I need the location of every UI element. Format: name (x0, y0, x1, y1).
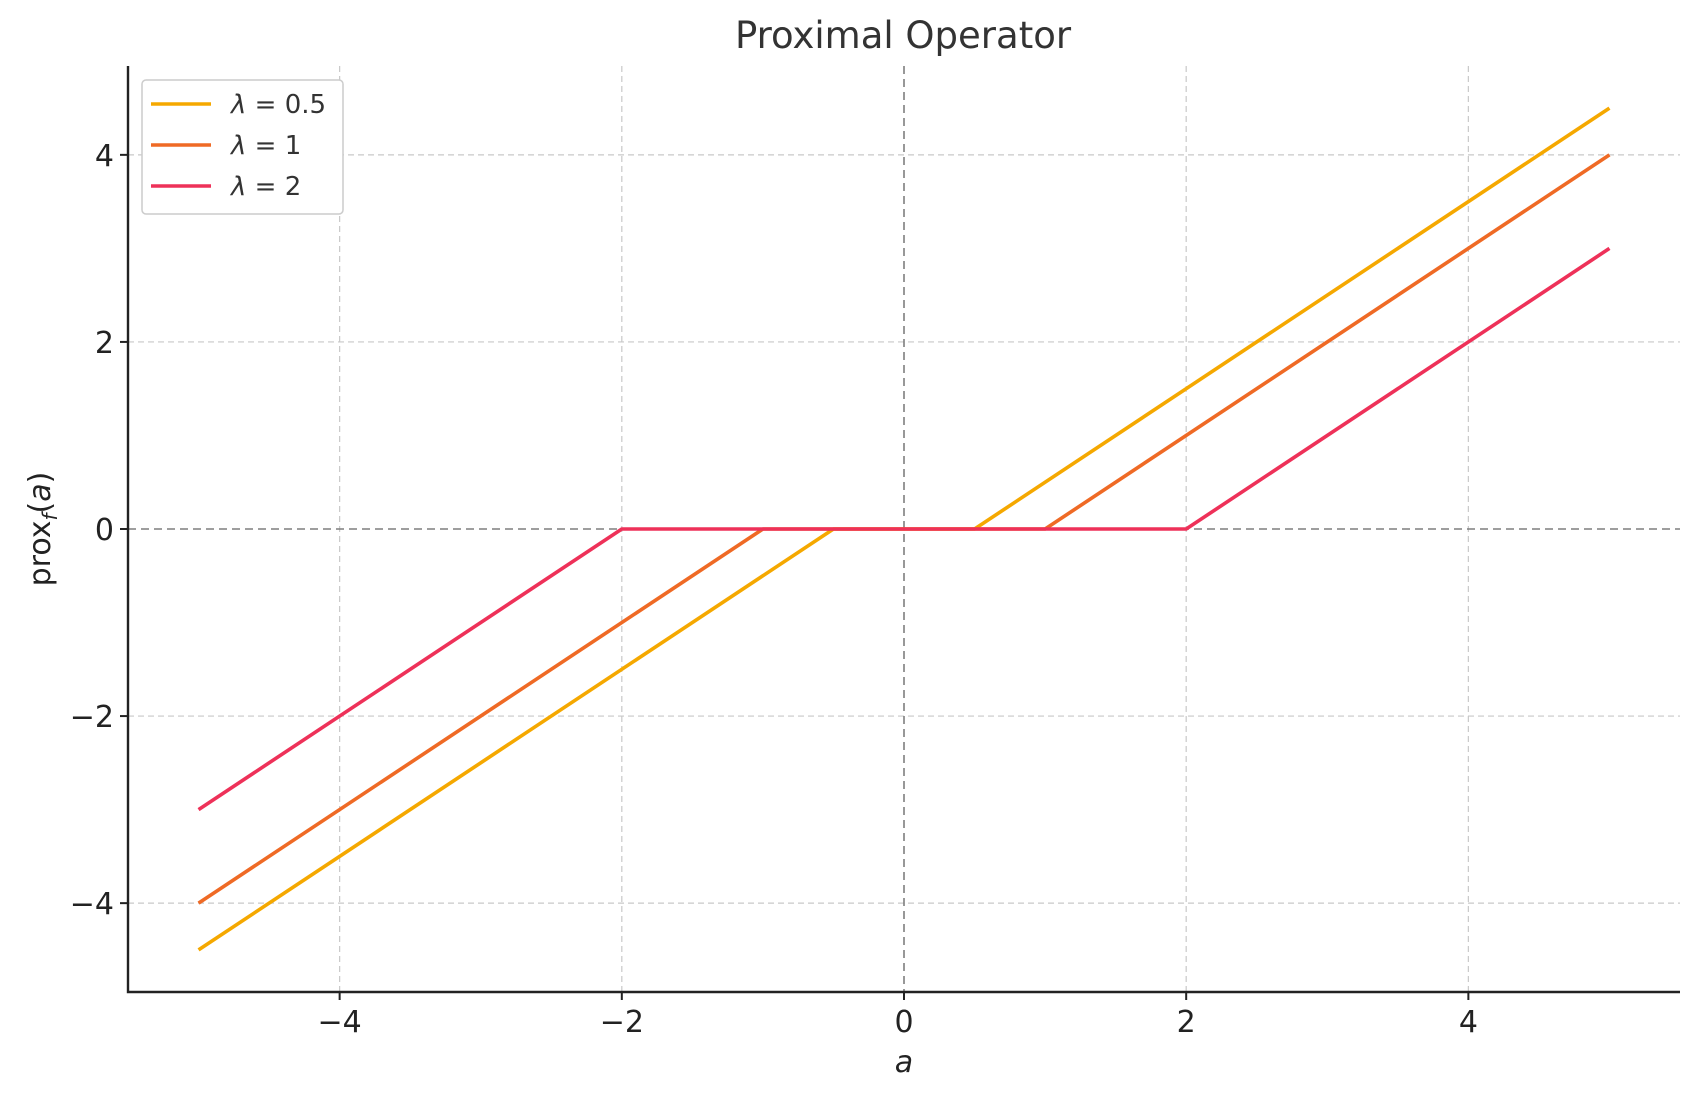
series-lines (197, 106, 1611, 952)
legend-lambda-value: = 2 (246, 172, 301, 202)
y-axis-label-subscript: f (38, 510, 62, 520)
y-tick-label: −2 (70, 700, 114, 735)
legend-label-1: λ = 0.5 (229, 90, 326, 120)
legend-lambda-symbol: λ (229, 131, 246, 161)
y-axis-label-paren-open: ( (23, 502, 58, 514)
x-axis-ticks: −4 −2 0 2 4 (318, 992, 1478, 1040)
y-axis-ticks: −4 −2 0 2 4 (70, 139, 128, 922)
legend-lambda-value: = 1 (246, 131, 301, 161)
y-axis-label-argument: a (23, 483, 58, 501)
y-tick-label: −4 (70, 887, 114, 922)
series-line-3 (197, 246, 1611, 812)
x-tick-label: 0 (894, 1005, 913, 1040)
x-tick-label: 4 (1459, 1005, 1478, 1040)
y-axis-label-paren-close: ) (23, 472, 58, 484)
x-tick-label: −4 (318, 1005, 362, 1040)
legend-lambda-value: = 0.5 (246, 90, 326, 120)
x-tick-label: 2 (1177, 1005, 1196, 1040)
axes-spines (126, 66, 1680, 994)
legend-box (141, 79, 344, 215)
legend-label-2: λ = 1 (229, 131, 301, 161)
legend-lambda-symbol: λ (229, 90, 246, 120)
y-tick-label: 0 (95, 513, 114, 548)
y-tick-label: 4 (95, 139, 114, 174)
legend-label-3: λ = 2 (229, 172, 301, 202)
legend: λ = 0.5λ = 1λ = 2 (141, 79, 344, 215)
legend-lambda-symbol: λ (229, 172, 246, 202)
legend-items: λ = 0.5λ = 1λ = 2 (151, 90, 326, 202)
y-axis-label: proxf(a) (23, 472, 62, 587)
x-axis-label: a (895, 1045, 913, 1080)
x-tick-label: −2 (600, 1005, 644, 1040)
y-axis-label-main: prox (23, 520, 58, 586)
y-tick-label: 2 (95, 326, 114, 361)
chart-title: Proximal Operator (735, 14, 1072, 57)
